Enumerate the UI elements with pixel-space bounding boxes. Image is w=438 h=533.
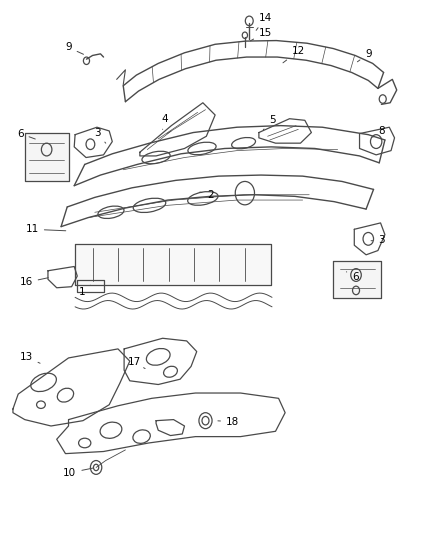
Text: 3: 3 bbox=[93, 127, 106, 143]
Polygon shape bbox=[75, 244, 271, 285]
Text: 17: 17 bbox=[127, 357, 145, 368]
Polygon shape bbox=[332, 261, 380, 298]
Text: 14: 14 bbox=[255, 13, 272, 30]
Text: 1: 1 bbox=[78, 285, 90, 297]
Polygon shape bbox=[25, 133, 68, 181]
Text: 5: 5 bbox=[263, 115, 275, 130]
Text: 9: 9 bbox=[65, 43, 83, 54]
Text: 13: 13 bbox=[19, 352, 40, 364]
Text: 12: 12 bbox=[283, 46, 304, 63]
Text: 2: 2 bbox=[199, 190, 214, 200]
Text: 6: 6 bbox=[17, 128, 35, 139]
Text: 4: 4 bbox=[161, 114, 168, 130]
Text: 11: 11 bbox=[25, 224, 66, 235]
Text: 8: 8 bbox=[372, 126, 384, 138]
Text: 16: 16 bbox=[19, 278, 48, 287]
Text: 18: 18 bbox=[217, 417, 239, 427]
Text: 6: 6 bbox=[346, 272, 358, 282]
Text: 10: 10 bbox=[63, 468, 93, 478]
Text: 3: 3 bbox=[370, 235, 384, 245]
Text: 9: 9 bbox=[357, 49, 371, 62]
Text: 15: 15 bbox=[250, 28, 272, 41]
